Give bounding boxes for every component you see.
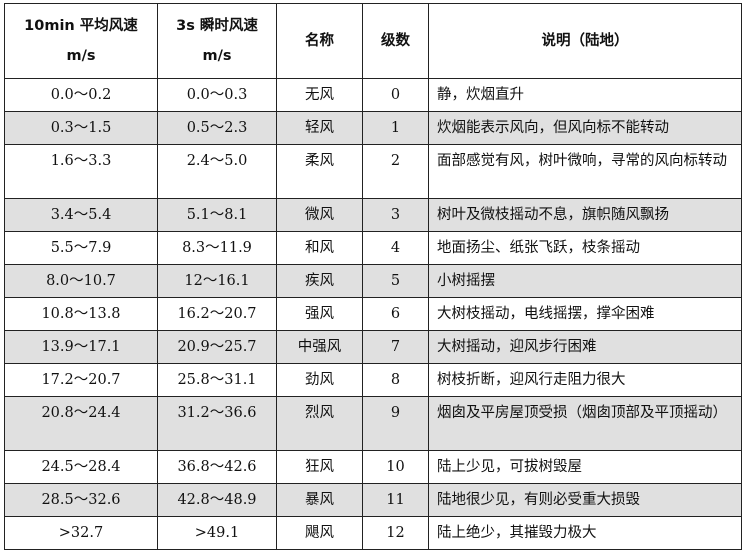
cell-avg: 0.0～0.2 xyxy=(4,78,158,112)
cell-grade: 9 xyxy=(362,396,429,451)
cell-gust: 20.9～25.7 xyxy=(157,330,277,364)
cell-desc: 地面扬尘、纸张飞跃，枝条摇动 xyxy=(428,231,742,265)
cell-avg: 8.0～10.7 xyxy=(4,264,158,298)
cell-desc: 烟囱及平房屋顶受损（烟囱顶部及平顶摇动） xyxy=(428,396,742,451)
cell-name: 烈风 xyxy=(276,396,363,451)
header-avg-unit: m/s xyxy=(66,48,96,64)
cell-gust: 16.2～20.7 xyxy=(157,297,277,331)
cell-gust: 31.2～36.6 xyxy=(157,396,277,451)
cell-gust: 25.8～31.1 xyxy=(157,363,277,397)
table-row: 20.8～24.4 31.2～36.6 烈风 9 烟囱及平房屋顶受损（烟囱顶部及平顶摇动… xyxy=(4,396,742,451)
cell-name: 中强风 xyxy=(276,330,363,364)
header-avg-speed-label: 10min 平均风速 xyxy=(24,18,138,34)
cell-gust: 2.4～5.0 xyxy=(157,144,277,199)
table-row: 0.3～1.5 0.5～2.3 轻风 1 炊烟能表示风向，但风向标不能转动 xyxy=(4,111,742,145)
cell-avg: 3.4～5.4 xyxy=(4,198,158,232)
cell-avg: 1.6～3.3 xyxy=(4,144,158,199)
cell-gust: 36.8～42.6 xyxy=(157,450,277,484)
cell-grade: 6 xyxy=(362,297,429,331)
cell-grade: 3 xyxy=(362,198,429,232)
table-row: 8.0～10.7 12～16.1 疾风 5 小树摇摆 xyxy=(4,264,742,298)
cell-name: 暴风 xyxy=(276,483,363,517)
table-row: 10.8～13.8 16.2～20.7 强风 6 大树枝摇动，电线摇摆，撑伞困难 xyxy=(4,297,742,331)
table-row: 28.5～32.6 42.8～48.9 暴风 11 陆地很少见，有则必受重大损毁 xyxy=(4,483,742,517)
table-row: 17.2～20.7 25.8～31.1 劲风 8 树枝折断，迎风行走阻力很大 xyxy=(4,363,742,397)
cell-name: 柔风 xyxy=(276,144,363,199)
header-gust-speed-label: 3s 瞬时风速 xyxy=(176,18,258,34)
cell-grade: 5 xyxy=(362,264,429,298)
cell-name: 和风 xyxy=(276,231,363,265)
header-row: 10min 平均风速 m/s 3s 瞬时风速 m/s 名称 级数 说明（陆地） xyxy=(4,3,742,79)
header-grade: 级数 xyxy=(362,3,429,79)
cell-desc: 陆地很少见，有则必受重大损毁 xyxy=(428,483,742,517)
cell-grade: 10 xyxy=(362,450,429,484)
cell-name: 劲风 xyxy=(276,363,363,397)
table-row: 5.5～7.9 8.3～11.9 和风 4 地面扬尘、纸张飞跃，枝条摇动 xyxy=(4,231,742,265)
cell-desc: 树枝折断，迎风行走阻力很大 xyxy=(428,363,742,397)
cell-name: 狂风 xyxy=(276,450,363,484)
cell-grade: 0 xyxy=(362,78,429,112)
header-name: 名称 xyxy=(276,3,363,79)
cell-gust: 12～16.1 xyxy=(157,264,277,298)
cell-name: 强风 xyxy=(276,297,363,331)
cell-name: 无风 xyxy=(276,78,363,112)
cell-avg: 24.5～28.4 xyxy=(4,450,158,484)
cell-avg: 10.8～13.8 xyxy=(4,297,158,331)
cell-avg: 28.5～32.6 xyxy=(4,483,158,517)
header-gust-unit: m/s xyxy=(202,48,232,64)
header-avg-speed: 10min 平均风速 m/s xyxy=(4,3,158,79)
table-row: 13.9～17.1 20.9～25.7 中强风 7 大树摇动，迎风步行困难 xyxy=(4,330,742,364)
cell-desc: 陆上绝少，其摧毁力极大 xyxy=(428,516,742,550)
cell-gust: 0.0～0.3 xyxy=(157,78,277,112)
cell-desc: 树叶及微枝摇动不息，旗帜随风飘扬 xyxy=(428,198,742,232)
cell-gust: >49.1 xyxy=(157,516,277,550)
cell-avg: 13.9～17.1 xyxy=(4,330,158,364)
cell-name: 疾风 xyxy=(276,264,363,298)
table-row: 3.4～5.4 5.1～8.1 微风 3 树叶及微枝摇动不息，旗帜随风飘扬 xyxy=(4,198,742,232)
cell-grade: 1 xyxy=(362,111,429,145)
cell-desc: 面部感觉有风，树叶微响，寻常的风向标转动 xyxy=(428,144,742,199)
cell-desc: 大树摇动，迎风步行困难 xyxy=(428,330,742,364)
table-row: 24.5～28.4 36.8～42.6 狂风 10 陆上少见，可拔树毁屋 xyxy=(4,450,742,484)
cell-grade: 2 xyxy=(362,144,429,199)
header-desc: 说明（陆地） xyxy=(428,3,742,79)
table-row: 0.0～0.2 0.0～0.3 无风 0 静，炊烟直升 xyxy=(4,78,742,112)
cell-name: 轻风 xyxy=(276,111,363,145)
cell-avg: 20.8～24.4 xyxy=(4,396,158,451)
cell-gust: 8.3～11.9 xyxy=(157,231,277,265)
cell-grade: 8 xyxy=(362,363,429,397)
cell-desc: 炊烟能表示风向，但风向标不能转动 xyxy=(428,111,742,145)
cell-desc: 陆上少见，可拔树毁屋 xyxy=(428,450,742,484)
cell-desc: 小树摇摆 xyxy=(428,264,742,298)
cell-avg: 5.5～7.9 xyxy=(4,231,158,265)
cell-gust: 42.8～48.9 xyxy=(157,483,277,517)
cell-name: 飓风 xyxy=(276,516,363,550)
header-gust-speed: 3s 瞬时风速 m/s xyxy=(157,3,277,79)
cell-avg: >32.7 xyxy=(4,516,158,550)
cell-grade: 4 xyxy=(362,231,429,265)
table-row: 1.6～3.3 2.4～5.0 柔风 2 面部感觉有风，树叶微响，寻常的风向标转动 xyxy=(4,144,742,199)
cell-avg: 0.3～1.5 xyxy=(4,111,158,145)
cell-grade: 11 xyxy=(362,483,429,517)
table-row: >32.7 >49.1 飓风 12 陆上绝少，其摧毁力极大 xyxy=(4,516,742,550)
cell-grade: 7 xyxy=(362,330,429,364)
cell-gust: 5.1～8.1 xyxy=(157,198,277,232)
cell-grade: 12 xyxy=(362,516,429,550)
cell-desc: 静，炊烟直升 xyxy=(428,78,742,112)
cell-avg: 17.2～20.7 xyxy=(4,363,158,397)
wind-scale-table: 10min 平均风速 m/s 3s 瞬时风速 m/s 名称 级数 说明（陆地） 0.… xyxy=(4,3,742,550)
cell-name: 微风 xyxy=(276,198,363,232)
cell-desc: 大树枝摇动，电线摇摆，撑伞困难 xyxy=(428,297,742,331)
cell-gust: 0.5～2.3 xyxy=(157,111,277,145)
